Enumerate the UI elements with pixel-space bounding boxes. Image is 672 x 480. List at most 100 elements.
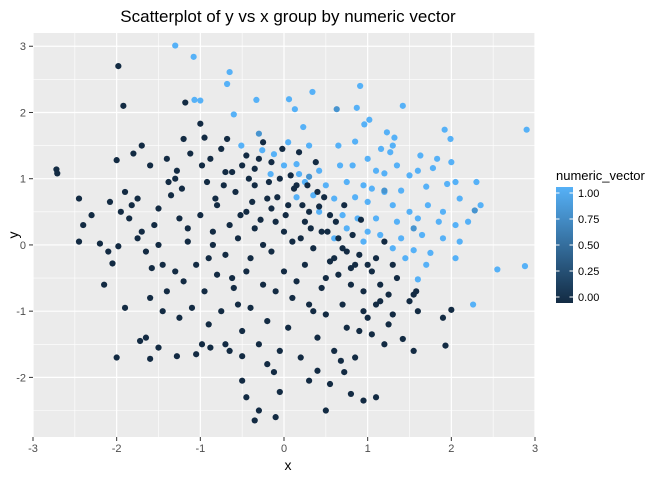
data-point — [239, 327, 246, 335]
data-point — [439, 208, 447, 215]
data-point — [289, 294, 296, 302]
data-point — [197, 120, 204, 127]
data-point — [259, 241, 267, 249]
data-point — [349, 231, 356, 239]
data-point — [136, 337, 144, 345]
data-point — [229, 274, 236, 282]
data-point — [176, 314, 183, 321]
data-point — [341, 368, 348, 376]
data-point — [198, 341, 206, 348]
data-point — [447, 135, 454, 143]
data-point — [234, 301, 242, 308]
data-point — [128, 202, 135, 209]
data-point — [268, 248, 275, 255]
data-point — [126, 215, 133, 222]
data-point — [138, 142, 145, 149]
x-axis-title: x — [285, 457, 292, 473]
data-point — [456, 238, 463, 245]
data-point — [406, 172, 413, 179]
data-point — [413, 288, 420, 295]
data-point — [377, 145, 385, 153]
data-point — [343, 178, 350, 186]
data-point — [255, 155, 262, 162]
data-point — [326, 258, 334, 265]
data-point — [290, 185, 298, 192]
data-point — [274, 194, 281, 201]
data-point — [324, 228, 331, 235]
data-point — [389, 142, 396, 149]
data-point — [406, 298, 413, 305]
data-point — [417, 152, 424, 159]
data-point — [264, 195, 271, 202]
y-axis-ticks: -2 -1 0 1 2 3 — [16, 41, 33, 384]
data-point — [209, 228, 216, 235]
data-point — [356, 251, 363, 258]
data-point — [276, 175, 283, 182]
data-point — [295, 170, 303, 178]
data-point — [314, 334, 321, 341]
data-point — [289, 238, 296, 245]
data-point — [173, 353, 181, 360]
data-point — [218, 145, 225, 153]
data-point — [279, 145, 286, 153]
data-point — [389, 261, 396, 268]
data-point — [368, 331, 375, 338]
data-point — [307, 225, 314, 232]
data-point — [267, 170, 274, 178]
data-point — [163, 288, 170, 295]
data-point — [352, 138, 359, 145]
data-point — [255, 130, 262, 137]
data-point — [287, 172, 294, 179]
data-point — [184, 225, 191, 232]
data-point — [239, 353, 246, 360]
data-point — [347, 390, 355, 398]
data-point — [448, 306, 455, 313]
data-point — [331, 255, 338, 262]
data-point — [473, 178, 480, 186]
data-point — [147, 162, 154, 169]
data-point — [190, 53, 197, 60]
data-point — [399, 335, 406, 343]
data-point — [442, 342, 449, 349]
data-point — [424, 202, 432, 209]
y-tick-label: -2 — [16, 372, 26, 384]
data-point — [229, 168, 236, 176]
data-point — [326, 380, 334, 388]
data-point — [444, 180, 451, 188]
data-point — [105, 248, 112, 255]
data-point — [427, 249, 434, 256]
data-point — [389, 245, 396, 252]
data-point — [364, 155, 371, 162]
data-point — [399, 102, 406, 109]
data-point — [188, 304, 196, 311]
data-point — [209, 241, 216, 249]
data-point — [471, 207, 478, 214]
data-point — [191, 96, 198, 103]
data-point — [393, 274, 401, 282]
data-point — [410, 347, 417, 355]
data-point — [295, 149, 303, 156]
data-point — [243, 268, 250, 275]
data-point — [272, 414, 279, 421]
x-axis-ticks: -3 -2 -1 0 1 2 3 — [28, 437, 538, 455]
data-point — [285, 96, 293, 103]
data-point — [213, 271, 221, 278]
data-point — [226, 221, 233, 229]
data-point — [148, 265, 155, 272]
x-tick-label: 2 — [448, 443, 454, 455]
data-point — [265, 178, 273, 186]
data-point — [243, 152, 250, 159]
x-tick-label: 1 — [365, 443, 371, 455]
y-tick-label: 0 — [20, 240, 26, 252]
data-point — [349, 162, 356, 169]
data-point — [372, 215, 380, 222]
x-tick-label: -2 — [112, 443, 122, 455]
data-point — [172, 175, 179, 182]
data-point — [406, 208, 413, 215]
data-point — [316, 208, 323, 215]
data-point — [172, 42, 179, 49]
data-point — [337, 357, 344, 364]
data-point — [441, 126, 448, 133]
data-point — [121, 188, 129, 196]
data-point — [335, 271, 342, 278]
